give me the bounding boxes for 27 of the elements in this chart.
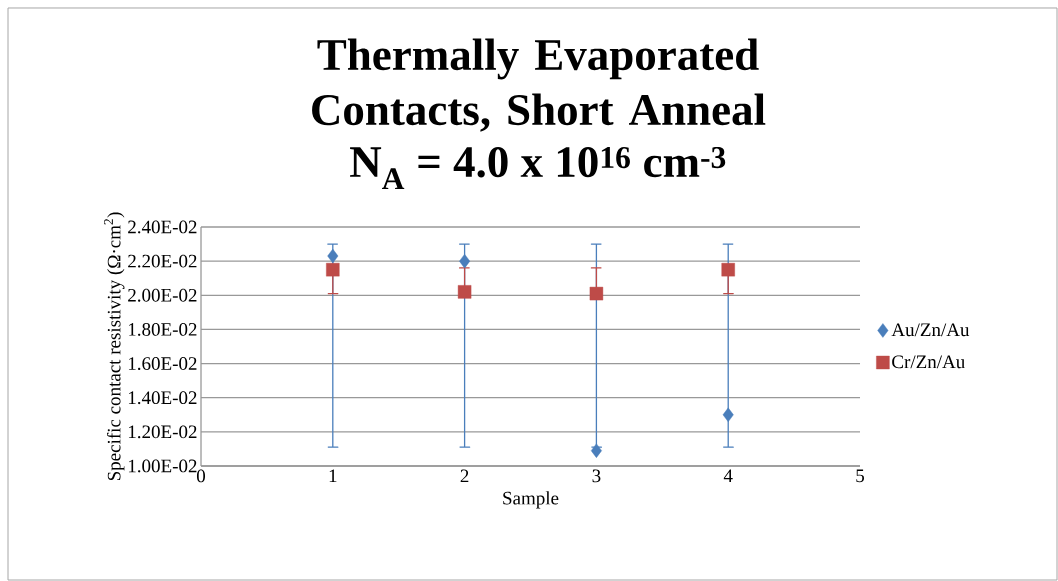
legend-label: Cr/Zn/Au bbox=[892, 355, 965, 369]
point bbox=[327, 248, 339, 264]
y-axis-title: Specific contact resistivity (Ω·cm$^{2}$) bbox=[104, 212, 125, 481]
x-tick-label: 4 bbox=[723, 469, 733, 483]
point bbox=[326, 262, 340, 277]
y-tick-label: 2.00E-02 bbox=[128, 288, 197, 302]
x-tick-label: 0 bbox=[196, 469, 206, 483]
chart-subtitle: N$_{A}$ = 4.0 x 10$^{16}$ cm$^{-3}$ bbox=[350, 146, 726, 190]
x-tick-label: 5 bbox=[856, 469, 865, 483]
y-tick-label: 1.20E-02 bbox=[128, 425, 197, 439]
y-tick-label: 1.80E-02 bbox=[128, 322, 197, 336]
point bbox=[590, 443, 602, 458]
point bbox=[457, 285, 472, 299]
y-tick-label: 1.00E-02 bbox=[128, 459, 197, 473]
y-tick-label: 2.40E-02 bbox=[128, 220, 197, 234]
y-tick-label: 1.40E-02 bbox=[128, 391, 197, 405]
x-tick-label: 1 bbox=[329, 469, 337, 483]
point bbox=[589, 286, 604, 301]
legend-label: Au/Zn/Au bbox=[891, 323, 970, 337]
x-axis-title: Sample bbox=[503, 491, 559, 509]
y-tick-label: 1.60E-02 bbox=[128, 357, 197, 371]
point bbox=[459, 253, 471, 269]
x-tick-label: 2 bbox=[460, 469, 469, 483]
point bbox=[721, 262, 735, 277]
y-tick-label: 2.20E-02 bbox=[128, 254, 197, 268]
x-tick-label: 3 bbox=[592, 469, 601, 483]
point bbox=[722, 407, 734, 422]
